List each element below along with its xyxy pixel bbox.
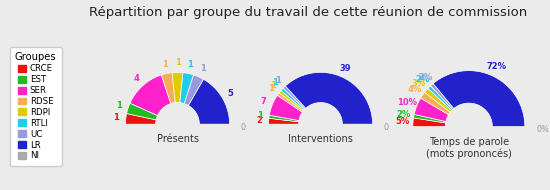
Polygon shape [269, 115, 299, 122]
Text: 1: 1 [257, 111, 263, 120]
Text: 0%: 0% [536, 125, 549, 135]
Text: 1: 1 [270, 81, 276, 90]
Text: 72%: 72% [487, 62, 507, 71]
Text: Répartition par groupe du travail de cette réunion de commission: Répartition par groupe du travail de cet… [89, 6, 527, 19]
Polygon shape [283, 86, 306, 109]
Polygon shape [189, 79, 229, 124]
Polygon shape [172, 72, 183, 103]
Text: 1: 1 [113, 113, 119, 123]
Polygon shape [428, 86, 453, 111]
Polygon shape [268, 118, 299, 124]
Polygon shape [162, 73, 175, 104]
Polygon shape [243, 124, 399, 166]
Polygon shape [184, 75, 204, 105]
Polygon shape [414, 98, 449, 121]
Text: 5: 5 [228, 89, 234, 98]
Polygon shape [100, 124, 256, 166]
Polygon shape [433, 71, 525, 127]
Polygon shape [414, 114, 446, 123]
Text: 7: 7 [261, 97, 267, 106]
Polygon shape [125, 114, 156, 124]
Polygon shape [281, 88, 305, 110]
Text: 1: 1 [188, 60, 193, 69]
Text: 1: 1 [275, 76, 280, 85]
Polygon shape [421, 92, 450, 115]
Text: 2%: 2% [415, 75, 429, 84]
Text: 2%: 2% [397, 110, 411, 119]
Text: 1: 1 [268, 84, 273, 93]
Text: Interventions: Interventions [288, 134, 353, 144]
Text: Temps de parole
(mots prononcés): Temps de parole (mots prononcés) [426, 137, 512, 159]
Text: 4%: 4% [407, 85, 421, 94]
Text: 10%: 10% [398, 98, 417, 107]
Text: 0: 0 [383, 123, 388, 132]
Text: 1: 1 [162, 60, 168, 69]
Polygon shape [385, 127, 550, 171]
Text: 0: 0 [240, 123, 245, 132]
Polygon shape [285, 72, 372, 124]
Text: 1: 1 [174, 59, 180, 67]
Text: 2: 2 [256, 116, 262, 125]
Polygon shape [126, 103, 157, 120]
Polygon shape [130, 75, 170, 116]
Text: 1: 1 [116, 101, 122, 110]
Text: 1: 1 [272, 78, 278, 87]
Text: Présents: Présents [157, 134, 199, 144]
Polygon shape [425, 88, 452, 112]
Polygon shape [279, 90, 304, 111]
Polygon shape [413, 118, 446, 127]
Legend: CRCE, EST, SER, RDSE, RDPI, RTLI, UC, LR, NI: CRCE, EST, SER, RDSE, RDPI, RTLI, UC, LR… [10, 47, 62, 166]
Text: 39: 39 [339, 64, 351, 73]
Text: 3%: 3% [411, 79, 426, 88]
Polygon shape [180, 73, 194, 104]
Text: 5%: 5% [396, 117, 410, 126]
Text: 4: 4 [134, 74, 139, 83]
Polygon shape [431, 83, 454, 109]
Text: 1: 1 [200, 64, 206, 73]
Polygon shape [277, 93, 303, 112]
Text: 2%: 2% [418, 73, 432, 82]
Polygon shape [270, 95, 302, 120]
